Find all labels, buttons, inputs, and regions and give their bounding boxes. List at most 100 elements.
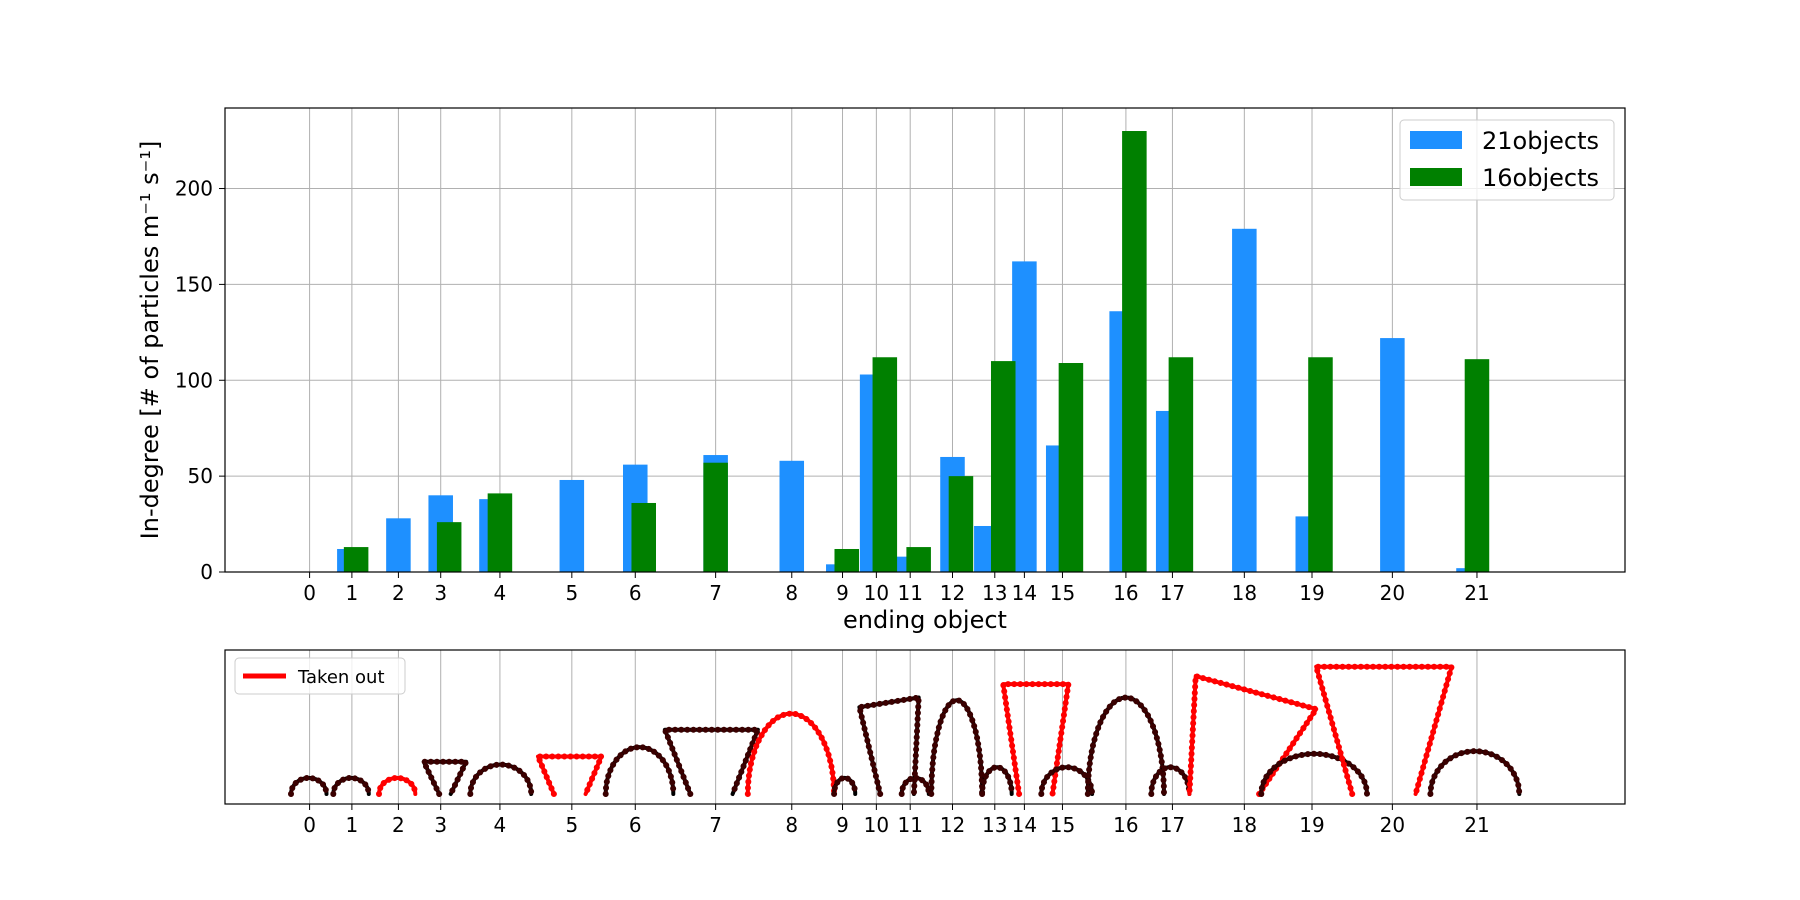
- shape-object-14-markers: [999, 681, 1072, 797]
- top-x-tick-label: 3: [434, 581, 447, 605]
- top-legend: 21objects 16objects: [1399, 119, 1615, 201]
- shape-object-6-markers: [602, 744, 677, 797]
- top-x-tick-label: 4: [494, 581, 507, 605]
- shape-object-13-markers: [979, 764, 1015, 797]
- top-x-tick-label: 19: [1299, 581, 1324, 605]
- top-x-ticks: 0 1 2 3 4 5 6 7 8 9 10 11 12 13 14 15 16 17 18 19 20 21: [303, 572, 1490, 605]
- top-x-tick-label: 12: [940, 581, 965, 605]
- shape-object-3-markers: [419, 758, 471, 797]
- top-x-tick-label: 15: [1050, 581, 1075, 605]
- shape-object-0-markers: [288, 774, 330, 797]
- top-y-tick-label: 200: [175, 177, 213, 201]
- top-x-tick-label: 13: [982, 581, 1007, 605]
- top-bars: [337, 131, 1490, 572]
- bar-21objects-58: [779, 460, 805, 572]
- bottom-x-tick-label: 16: [1113, 813, 1138, 837]
- shape-object-12-markers: [928, 697, 986, 797]
- top-y-axis-label: In-degree [# of particles m⁻¹ s⁻¹]: [136, 141, 164, 540]
- bottom-object-shapes: [288, 663, 1523, 797]
- shape-object-9-markers: [831, 774, 859, 797]
- bar-16objects-50: [948, 476, 974, 572]
- top-y-ticks: 0 50 100 150 200: [175, 177, 225, 584]
- bottom-x-tick-label: 3: [434, 813, 447, 837]
- legend-label-16objects: 16objects: [1482, 164, 1599, 192]
- bar-16objects-111: [1464, 359, 1490, 572]
- shape-object-4-markers: [467, 761, 535, 797]
- shape-object-2-markers: [376, 774, 419, 797]
- bottom-x-tick-label: 13: [982, 813, 1007, 837]
- bar-16objects-112: [1168, 357, 1194, 572]
- bar-16objects-26: [436, 522, 462, 572]
- bar-16objects-41: [487, 493, 513, 572]
- shape-object-11-markers: [898, 774, 932, 797]
- shape-object-16-markers: [1084, 694, 1167, 797]
- bar-16objects-112: [872, 357, 898, 572]
- bottom-x-tick-label: 15: [1050, 813, 1075, 837]
- bar-16objects-13: [343, 547, 369, 572]
- top-x-tick-label: 14: [1012, 581, 1037, 605]
- bottom-chart: 0 1 2 3 4 5 6 7 8 9 10 11 12 13 14 15 16 17 18 19 20 21 Taken…: [224, 649, 1626, 837]
- bottom-plot-frame: [224, 649, 1626, 805]
- shape-object-20-markers: [1312, 663, 1456, 797]
- bottom-x-tick-label: 12: [940, 813, 965, 837]
- top-x-tick-label: 7: [709, 581, 722, 605]
- bottom-x-tick-label: 2: [392, 813, 405, 837]
- shape-object-8-markers: [744, 710, 838, 797]
- bar-16objects-36: [631, 502, 656, 572]
- top-y-tick-label: 150: [175, 272, 213, 296]
- bottom-x-tick-label: 11: [897, 813, 922, 837]
- legend-swatch-16objects: [1410, 168, 1462, 186]
- shape-object-1-markers: [330, 774, 372, 797]
- bottom-x-tick-label: 14: [1012, 813, 1037, 837]
- bottom-x-tick-label: 9: [836, 813, 849, 837]
- legend-swatch-21objects: [1410, 131, 1462, 149]
- top-x-tick-label: 16: [1113, 581, 1138, 605]
- top-x-tick-label: 10: [864, 581, 889, 605]
- bar-16objects-110: [990, 361, 1016, 572]
- bottom-x-tick-label: 7: [709, 813, 722, 837]
- legend-label-taken-out: Taken out: [297, 667, 385, 688]
- shape-object-21-markers: [1427, 748, 1523, 797]
- top-x-tick-label: 8: [785, 581, 798, 605]
- top-x-tick-label: 0: [303, 581, 316, 605]
- top-x-tick-label: 1: [346, 581, 359, 605]
- top-x-tick-label: 9: [836, 581, 849, 605]
- top-y-tick-label: 50: [188, 464, 213, 488]
- top-x-tick-label: 6: [629, 581, 642, 605]
- bar-16objects-109: [1058, 363, 1084, 572]
- top-x-tick-label: 2: [392, 581, 405, 605]
- bottom-x-ticks: 0 1 2 3 4 5 6 7 8 9 10 11 12 13 14 15 16 17 18 19 20 21: [303, 804, 1490, 837]
- bar-21objects-48: [559, 479, 585, 572]
- top-y-tick-label: 0: [200, 560, 213, 584]
- top-x-tick-label: 21: [1464, 581, 1489, 605]
- bar-21objects-179: [1232, 228, 1257, 572]
- top-x-tick-label: 20: [1380, 581, 1405, 605]
- top-y-tick-label: 100: [175, 368, 213, 392]
- shape-object-17-markers: [1148, 764, 1193, 797]
- top-plot-frame: [224, 107, 1626, 573]
- shape-object-5-markers: [533, 753, 606, 797]
- bar-21objects-122: [1380, 338, 1405, 572]
- bar-16objects-230: [1122, 131, 1147, 572]
- bar-16objects-112: [1308, 357, 1333, 572]
- bar-21objects-162: [1012, 261, 1037, 572]
- shape-object-7-markers: [660, 726, 763, 797]
- bottom-x-tick-label: 10: [864, 813, 889, 837]
- top-x-tick-label: 5: [565, 581, 578, 605]
- bottom-x-tick-label: 20: [1380, 813, 1405, 837]
- top-x-tick-label: 11: [897, 581, 922, 605]
- bottom-x-tick-label: 5: [565, 813, 578, 837]
- bottom-x-tick-label: 1: [346, 813, 359, 837]
- top-x-axis-label: ending object: [843, 606, 1007, 634]
- top-x-tick-label: 18: [1232, 581, 1257, 605]
- bar-16objects-57: [703, 462, 728, 572]
- top-x-tick-label: 17: [1160, 581, 1185, 605]
- bottom-x-tick-label: 4: [494, 813, 507, 837]
- bottom-x-tick-label: 18: [1232, 813, 1257, 837]
- bottom-x-tick-label: 0: [303, 813, 316, 837]
- legend-label-21objects: 21objects: [1482, 127, 1599, 155]
- shape-object-18-markers: [1186, 672, 1322, 797]
- bottom-x-tick-label: 6: [629, 813, 642, 837]
